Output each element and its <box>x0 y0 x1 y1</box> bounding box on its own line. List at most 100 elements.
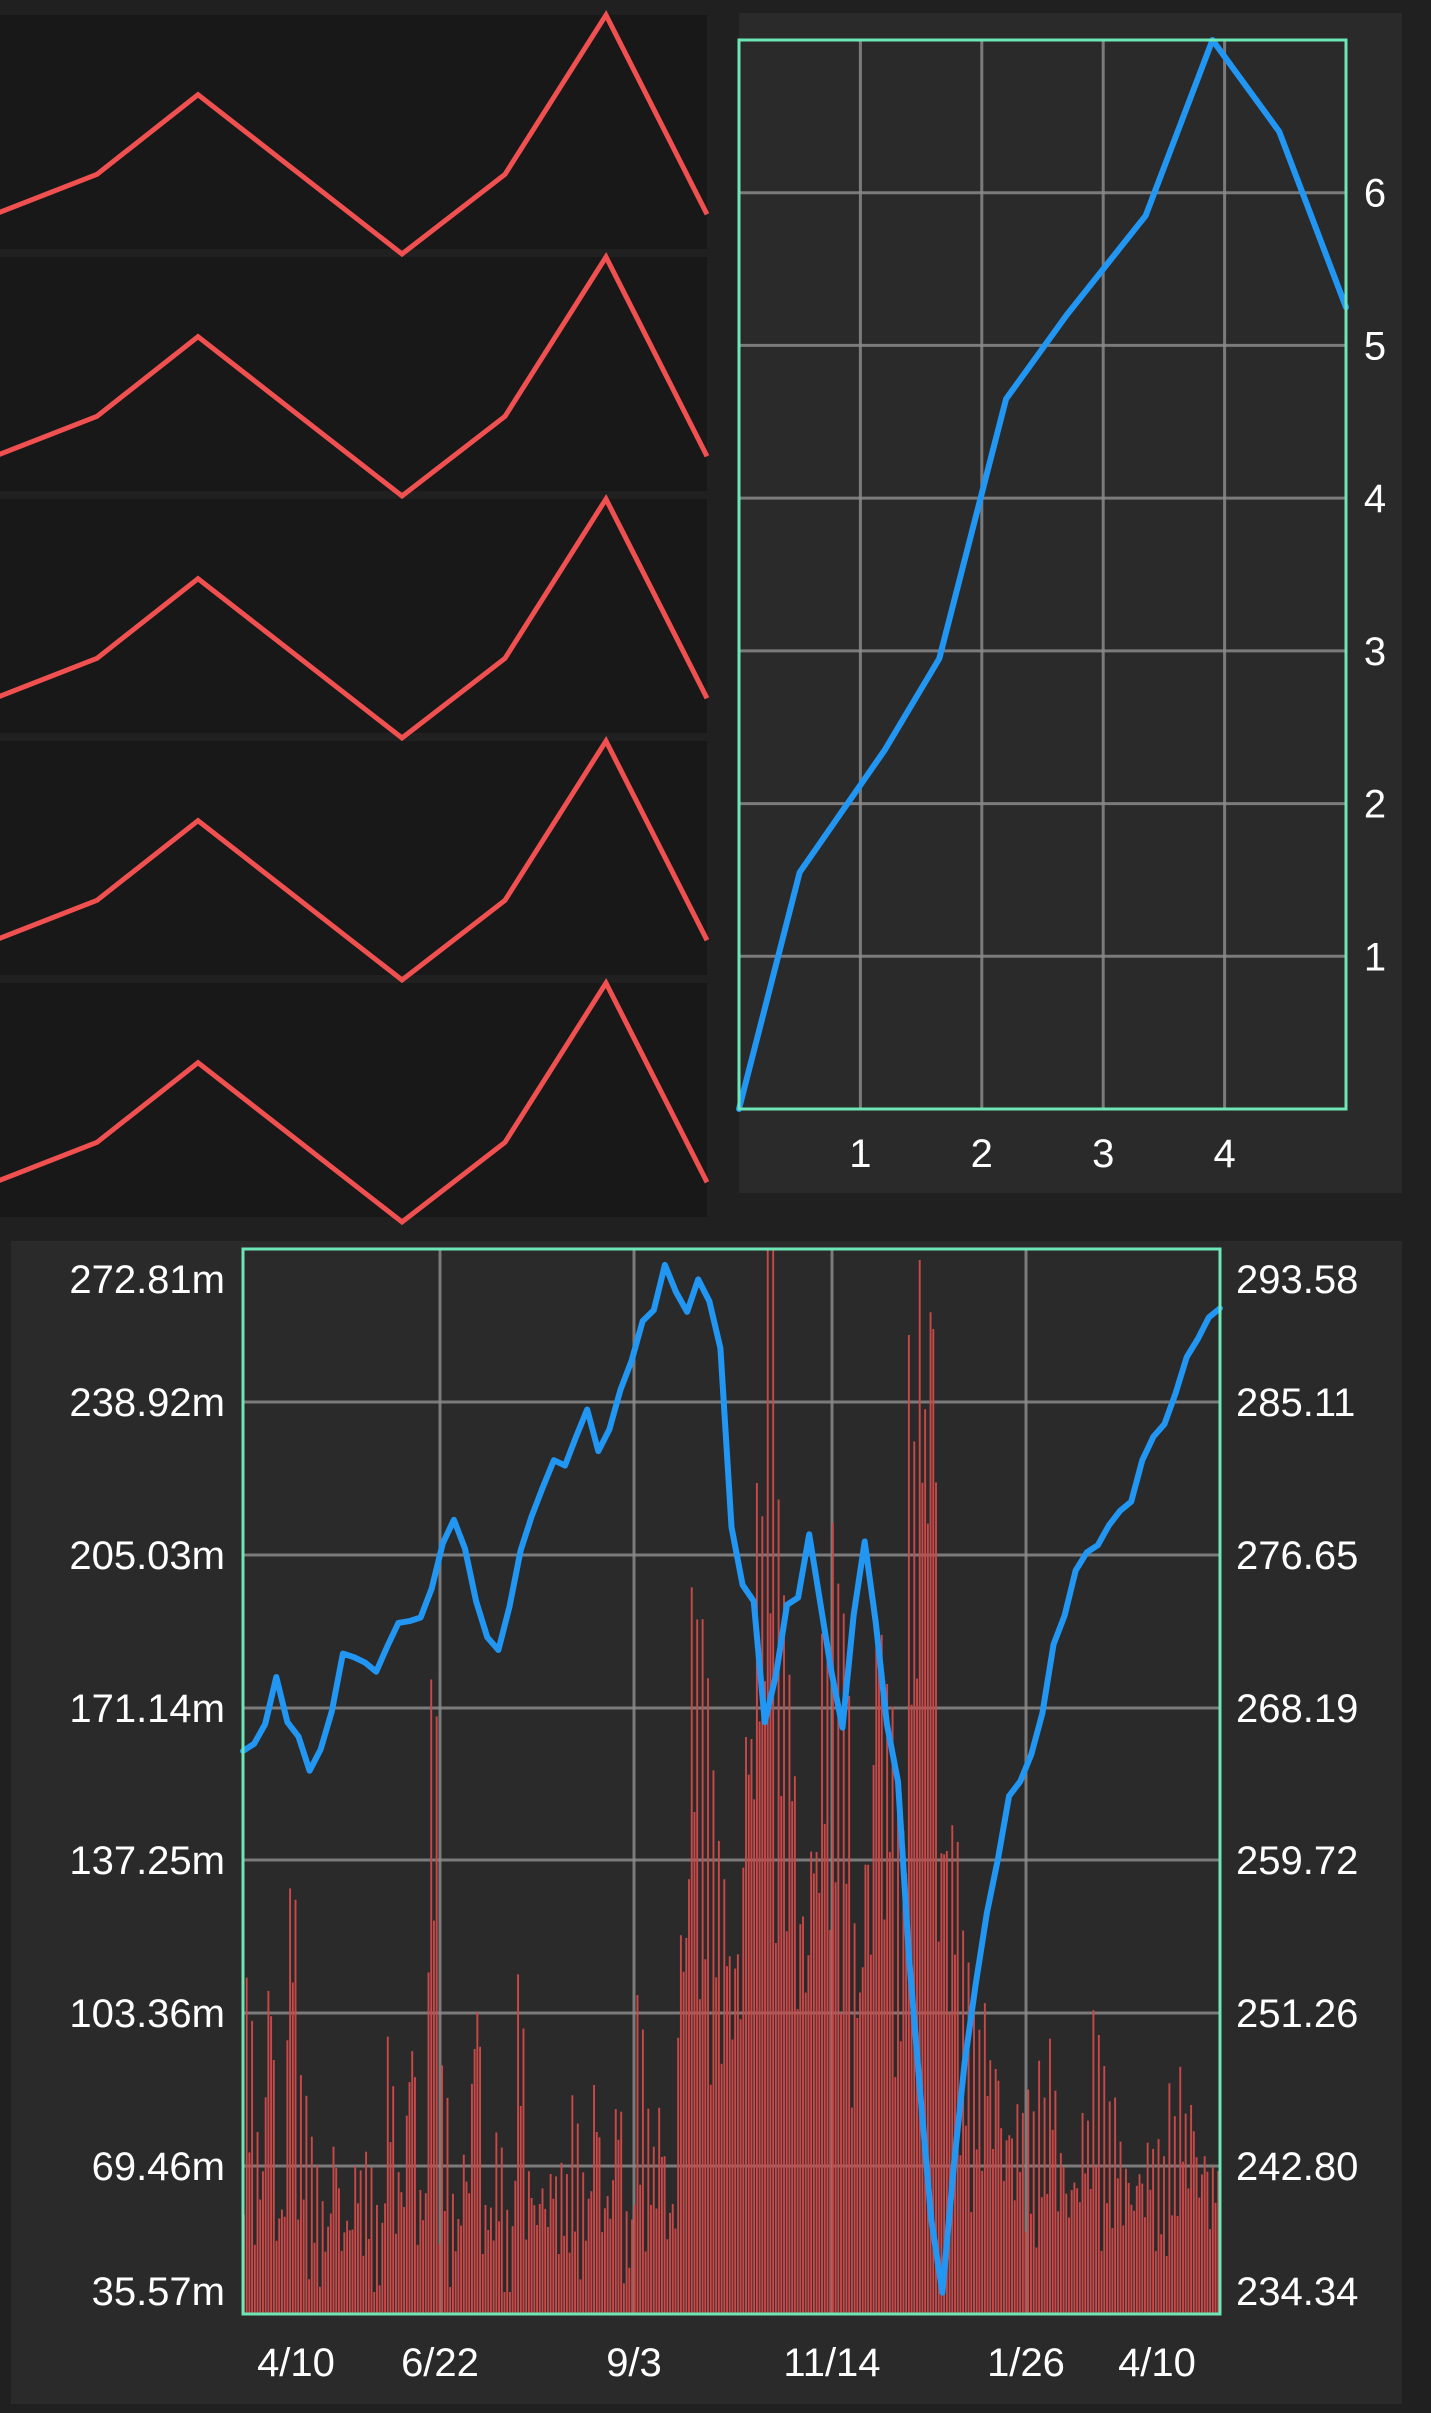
volume-bar <box>631 2219 633 2314</box>
volume-bar <box>1122 2225 1125 2314</box>
volume-bar <box>875 1636 878 2314</box>
volume-bar <box>473 2048 476 2314</box>
volume-bar <box>986 2095 989 2314</box>
combo-chart-right-tick-label: 234.34 <box>1236 2270 1358 2314</box>
volume-bar <box>340 2250 343 2314</box>
volume-bar <box>1144 2217 1146 2314</box>
volume-bar <box>262 2171 264 2314</box>
volume-bar <box>454 2251 457 2314</box>
volume-bar <box>926 1523 929 2314</box>
volume-bar <box>403 2207 406 2314</box>
volume-bar <box>517 1974 520 2314</box>
line-chart-y-tick-label: 2 <box>1364 783 1386 827</box>
volume-bar <box>831 1522 834 2314</box>
volume-bar <box>1190 2105 1193 2314</box>
volume-bar <box>441 2065 444 2314</box>
volume-bar <box>552 2198 555 2314</box>
volume-bar <box>750 1739 753 2314</box>
line-chart-frame <box>737 38 1348 1111</box>
combo-chart-left-tick-label: 103.36m <box>69 1992 225 2036</box>
volume-bar <box>1171 2215 1174 2314</box>
volume-bar <box>419 2189 422 2314</box>
volume-bar <box>481 2254 484 2314</box>
volume-bar <box>1019 2171 1022 2314</box>
volume-bar <box>297 2219 300 2314</box>
volume-bar <box>1030 2213 1032 2314</box>
volume-bar <box>907 1335 910 2314</box>
line-chart-y-tick-label: 6 <box>1364 172 1386 216</box>
volume-bar <box>755 1483 758 2314</box>
line-chart-x-ticks: 1 2 3 4 <box>849 1132 1235 1176</box>
volume-bar <box>370 2167 373 2314</box>
volume-bar <box>639 2184 642 2314</box>
volume-bar <box>400 2192 403 2314</box>
volume-bar <box>544 2208 547 2314</box>
volume-bar <box>411 2051 414 2314</box>
volume-bar <box>590 2191 593 2314</box>
volume-bar <box>356 2203 359 2314</box>
volume-bar <box>435 1716 438 2314</box>
volume-bar <box>723 1879 726 2314</box>
volume-bar <box>625 2211 628 2314</box>
volume-bar <box>392 2086 395 2314</box>
volume-bar <box>1043 2097 1046 2314</box>
volume-bar <box>674 2228 677 2314</box>
volume-bar <box>424 2193 427 2314</box>
volume-bar <box>772 1249 775 2314</box>
volume-bar <box>970 2212 973 2314</box>
volume-bar <box>679 1935 682 2314</box>
volume-bar <box>310 2136 313 2314</box>
volume-bar <box>663 2156 666 2314</box>
line-chart-x-tick-label: 2 <box>971 1132 993 1176</box>
volume-bar <box>962 1930 965 2314</box>
volume-bar <box>1146 2142 1149 2314</box>
line-chart-grid <box>739 40 1346 1109</box>
volume-bar <box>324 2251 327 2314</box>
volume-bar <box>959 2155 962 2314</box>
volume-bar <box>1049 2038 1051 2314</box>
volume-bar <box>378 2285 381 2314</box>
volume-bar <box>538 2204 541 2314</box>
volume-bar <box>826 1659 829 2314</box>
volume-bar <box>956 1841 959 2314</box>
volume-bar <box>872 1765 875 2314</box>
volume-bar <box>726 1966 728 2314</box>
volume-bar <box>837 1583 840 2314</box>
volume-bar <box>253 2244 256 2314</box>
volume-bar <box>386 2036 389 2314</box>
volume-bar <box>902 1830 905 2314</box>
volume-bar <box>633 2204 636 2314</box>
volume-bar <box>666 2239 669 2314</box>
volume-bar <box>1149 2189 1152 2314</box>
volume-bar <box>359 2170 362 2314</box>
volume-bar <box>918 1260 921 2314</box>
combo-chart-x-tick-label: 4/10 <box>257 2341 335 2385</box>
volume-bar <box>812 1873 815 2314</box>
volume-bar <box>593 2085 595 2314</box>
volume-bar <box>354 2166 357 2314</box>
volume-bar <box>671 2204 674 2314</box>
volume-bar <box>1176 2215 1179 2314</box>
volume-bar <box>1000 2128 1003 2314</box>
volume-bar <box>584 2240 587 2314</box>
volume-bar <box>430 1679 433 2314</box>
volume-bar <box>658 2107 661 2314</box>
volume-bar <box>432 1920 435 2314</box>
volume-bar <box>1198 2197 1201 2314</box>
volume-bar <box>720 2063 723 2314</box>
volume-bar <box>609 2218 612 2314</box>
volume-bar <box>1203 2156 1206 2314</box>
volume-bar <box>1160 2234 1163 2314</box>
sparkline-series-line <box>0 493 710 742</box>
volume-bar <box>568 2252 571 2314</box>
combo-chart-right-tick-label: 293.58 <box>1236 1258 1358 1302</box>
volume-bar <box>291 1982 294 2314</box>
volume-bar <box>1051 2129 1054 2314</box>
volume-bar <box>989 2060 992 2314</box>
volume-bar <box>850 2107 853 2314</box>
volume-bar <box>701 1619 704 2314</box>
volume-bar <box>308 2279 311 2314</box>
volume-bar <box>739 2019 742 2314</box>
volume-bar <box>1138 2174 1141 2314</box>
